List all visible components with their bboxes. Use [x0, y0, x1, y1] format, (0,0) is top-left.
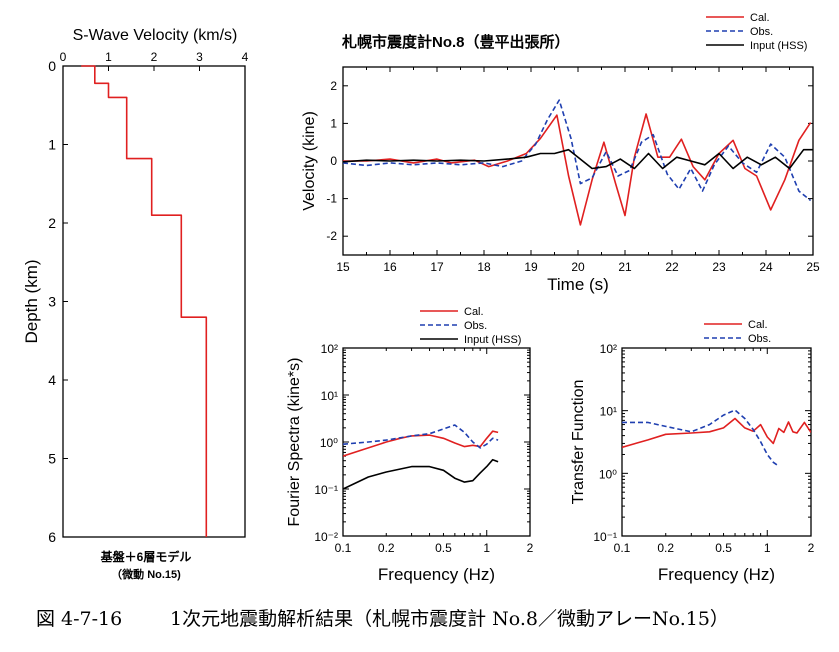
- profile-x-tick-label: 0: [60, 50, 67, 64]
- velocity-x-tick-label: 24: [759, 260, 773, 274]
- fourier-legend-label-1: Obs.: [464, 320, 487, 332]
- velocity-x-tick-label: 22: [665, 260, 679, 274]
- transfer-x-tick-label: 0.5: [715, 541, 732, 555]
- velocity-x-tick-label: 20: [571, 260, 585, 274]
- profile-y-tick-label: 4: [48, 372, 56, 388]
- fourier-y-tick-label: 10⁻²: [314, 530, 338, 544]
- fourier-legend-label-0: Cal.: [464, 306, 484, 318]
- fourier-y-tick-label: 10⁻¹: [314, 483, 338, 497]
- profile-y-tick-label: 1: [48, 137, 56, 153]
- profile-frame: [62, 65, 246, 538]
- figure-caption: 図 4-7-16 1次元地震動解析結果（札幌市震度計 No.8／微動アレーNo.…: [0, 598, 839, 638]
- velocity-series-group: [343, 99, 813, 226]
- profile-y-axis-label: Depth (km): [22, 259, 41, 343]
- velocity-series-cal-: [343, 113, 812, 226]
- profile-note-model: 基盤＋6層モデル: [100, 549, 192, 564]
- profile-y-tick-label: 3: [48, 294, 56, 310]
- transfer-series-group: [622, 409, 811, 467]
- transfer-series-cal-: [622, 417, 811, 449]
- profile-y-tick-label: 6: [48, 529, 56, 545]
- transfer-x-tick-label: 1: [764, 541, 771, 555]
- profile-y-tick-label: 5: [48, 451, 56, 467]
- transfer-y-tick-label: 10⁰: [599, 467, 617, 481]
- profile-title: S-Wave Velocity (km/s): [73, 27, 238, 44]
- velocity-series-input-hss-: [343, 148, 813, 170]
- fourier-legend-label-2: Input (HSS): [464, 334, 521, 346]
- velocity-x-tick-label: 23: [712, 260, 726, 274]
- caption-text: 1次元地震動解析結果（札幌市震度計 No.8／微動アレーNo.15）: [170, 608, 729, 630]
- transfer-x-tick-label: 0.2: [657, 541, 674, 555]
- fourier-series-obs-: [343, 424, 499, 449]
- velocity-legend-label-2: Input (HSS): [750, 40, 807, 52]
- velocity-y-tick-label: 0: [330, 154, 337, 168]
- fourier-series-group: [343, 424, 499, 490]
- profile-x-tick-label: 3: [196, 50, 203, 64]
- fourier-y-tick-label: 10²: [321, 342, 338, 356]
- velocity-legend-label-1: Obs.: [750, 26, 773, 38]
- velocity-x-axis-label: Time (s): [547, 275, 609, 294]
- velocity-x-tick-label: 19: [524, 260, 538, 274]
- transfer-x-tick-label: 0.1: [614, 541, 631, 555]
- velocity-x-tick-label: 16: [383, 260, 397, 274]
- transfer-y-tick-label: 10⁻¹: [593, 530, 617, 544]
- velocity-x-tick-label: 18: [477, 260, 491, 274]
- fourier-y-axis-label: Fourier Spectra (kine*s): [286, 358, 303, 527]
- velocity-y-tick-label: -2: [326, 229, 337, 243]
- fourier-x-tick-label: 2: [527, 541, 534, 555]
- velocity-y-tick-label: 2: [330, 79, 337, 93]
- fourier-x-tick-label: 0.5: [435, 541, 452, 555]
- profile-series-0: [81, 65, 208, 537]
- fourier-y-tick-label: 10⁰: [320, 436, 338, 450]
- velocity-y-axis-label: Velocity (kine): [301, 111, 318, 211]
- velocity-x-tick-label: 21: [618, 260, 632, 274]
- profile-x-tick-label: 4: [242, 50, 249, 64]
- transfer-x-axis-label: Frequency (Hz): [658, 565, 775, 584]
- velocity-legend-label-0: Cal.: [750, 12, 770, 24]
- transfer-y-tick-label: 10²: [600, 342, 617, 356]
- profile-x-tick-label: 1: [105, 50, 112, 64]
- velocity-x-tick-label: 15: [336, 260, 350, 274]
- velocity-x-tick-label: 17: [430, 260, 444, 274]
- transfer-y-axis-label: Transfer Function: [570, 380, 587, 505]
- transfer-x-tick-label: 2: [808, 541, 815, 555]
- fourier-x-tick-label: 0.1: [335, 541, 352, 555]
- velocity-x-tick-label: 25: [806, 260, 820, 274]
- profile-y-tick-label: 0: [48, 58, 56, 74]
- velocity-title: 札幌市震度計No.8（豊平出張所）: [341, 33, 570, 51]
- transfer-y-tick-label: 10¹: [600, 405, 617, 419]
- velocity-series-obs-: [343, 99, 812, 202]
- transfer-legend-label-0: Cal.: [748, 319, 768, 331]
- transfer-legend-label-1: Obs.: [748, 333, 771, 345]
- fourier-x-axis-label: Frequency (Hz): [378, 565, 495, 584]
- caption-number: 図 4-7-16: [36, 608, 123, 630]
- fourier-y-tick-label: 10¹: [321, 389, 338, 403]
- velocity-y-tick-label: 1: [330, 116, 337, 130]
- profile-note-array: （微動 No.15): [111, 567, 181, 581]
- velocity-y-tick-label: -1: [326, 192, 337, 206]
- fourier-series-cal-: [343, 430, 499, 457]
- profile-x-tick-label: 2: [151, 50, 158, 64]
- fourier-x-tick-label: 1: [483, 541, 490, 555]
- fourier-x-tick-label: 0.2: [378, 541, 395, 555]
- profile-y-tick-label: 2: [48, 215, 56, 231]
- transfer-frame: [621, 347, 812, 537]
- fourier-series-input-hss-: [343, 458, 499, 490]
- transfer-series-obs-: [622, 409, 780, 467]
